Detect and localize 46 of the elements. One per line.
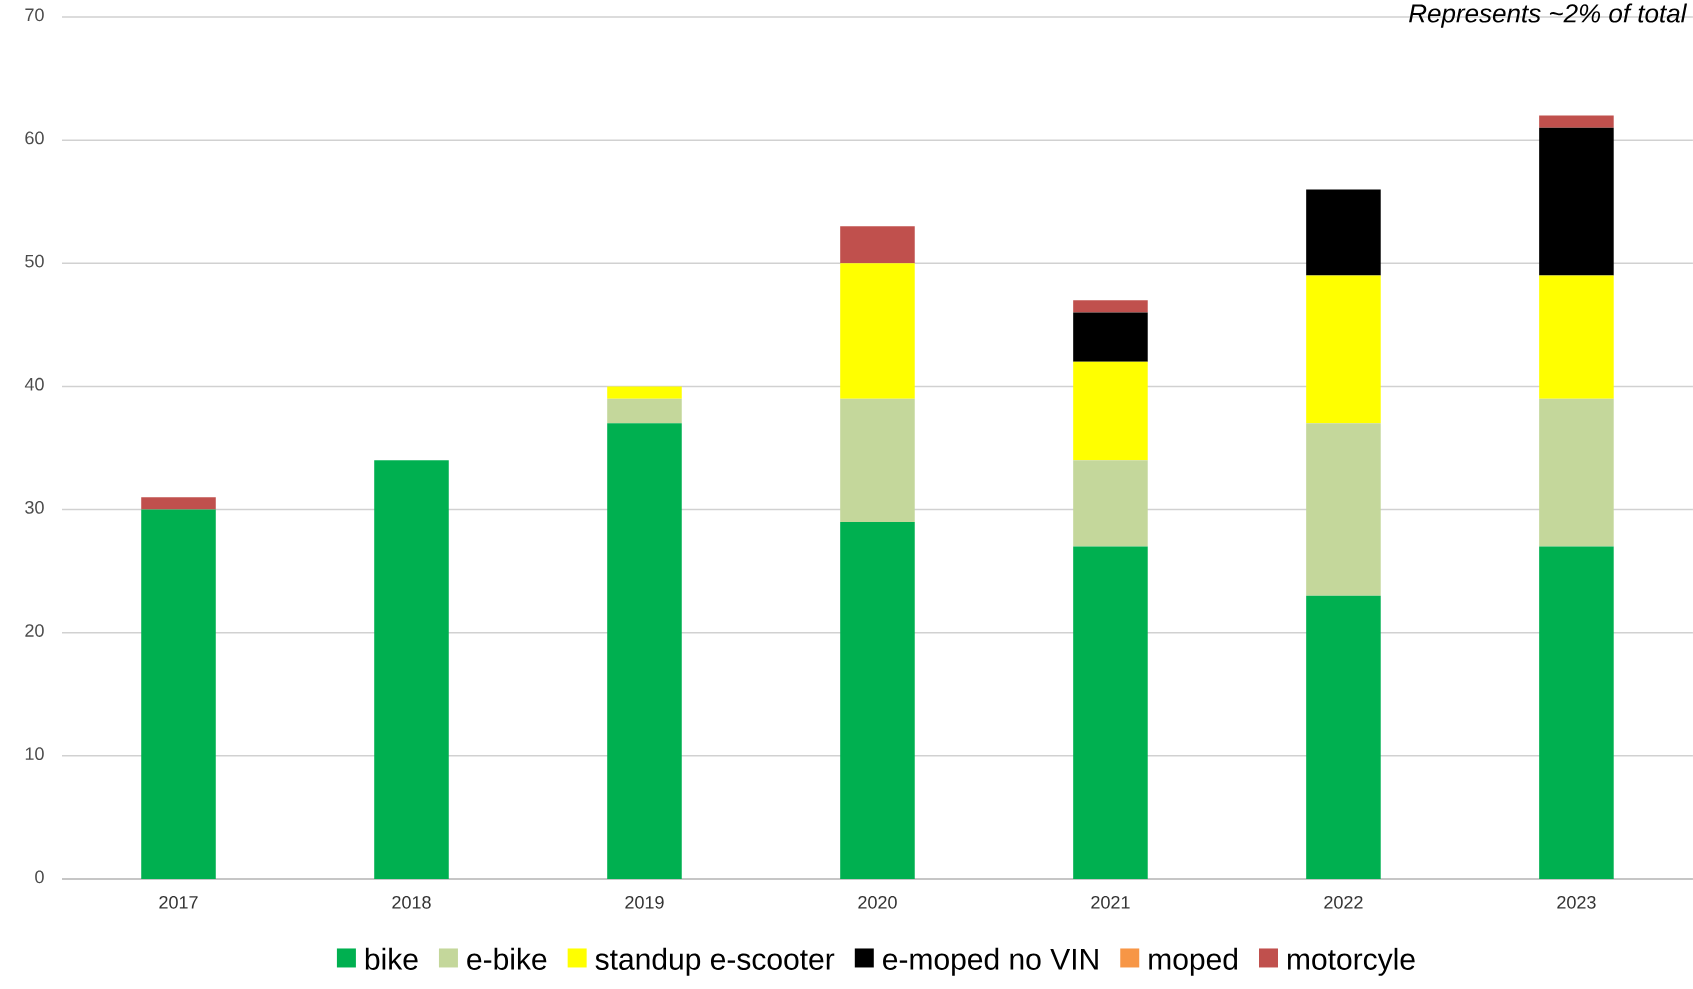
bar bbox=[1073, 300, 1148, 313]
x-tick-label: 2020 bbox=[858, 895, 897, 909]
bar bbox=[1073, 312, 1148, 362]
x-tick-label: 2018 bbox=[392, 895, 431, 909]
bar bbox=[1306, 189, 1381, 276]
legend-label: moped bbox=[1149, 947, 1238, 976]
x-tick-label: 2019 bbox=[625, 895, 664, 909]
y-tick-label: 0 bbox=[35, 870, 44, 884]
x-tick-label: 2023 bbox=[1557, 895, 1596, 909]
bar bbox=[840, 263, 915, 399]
bar bbox=[1539, 275, 1614, 399]
bar bbox=[1539, 398, 1614, 547]
y-tick-label: 20 bbox=[25, 624, 44, 637]
x-tick-label: 2017 bbox=[159, 895, 198, 909]
legend-label: standup e-scooter bbox=[595, 947, 835, 976]
y-tick-label: 10 bbox=[25, 747, 44, 761]
bar bbox=[607, 386, 682, 399]
x-tick-label: 2022 bbox=[1324, 895, 1363, 909]
bar bbox=[1073, 546, 1148, 879]
bar bbox=[1306, 275, 1381, 424]
y-tick-label: 40 bbox=[24, 377, 44, 391]
legend-label: bike bbox=[365, 947, 418, 970]
y-tick-label: 50 bbox=[25, 254, 44, 268]
bar bbox=[840, 521, 915, 879]
bar bbox=[374, 460, 449, 879]
bar bbox=[1539, 115, 1614, 128]
legend-label: e-bike bbox=[467, 947, 547, 970]
bar bbox=[840, 398, 915, 522]
y-tick-label: 70 bbox=[25, 8, 44, 22]
bar bbox=[607, 423, 682, 879]
bar bbox=[141, 497, 216, 510]
legend-label: motorcyle bbox=[1287, 947, 1415, 976]
bar bbox=[1073, 460, 1148, 547]
y-tick-label: 30 bbox=[25, 500, 44, 514]
bar bbox=[1539, 546, 1614, 879]
bar bbox=[1306, 595, 1381, 879]
y-tick-label: 60 bbox=[25, 131, 44, 145]
x-tick-label: 2021 bbox=[1091, 895, 1130, 909]
bar bbox=[607, 398, 682, 424]
bar bbox=[141, 509, 216, 879]
bar bbox=[1073, 361, 1148, 461]
bar bbox=[1539, 127, 1614, 276]
legend-label: e-moped no VIN bbox=[883, 947, 1098, 976]
annotation: Represents ~2% of total bbox=[1409, 3, 1688, 28]
bar bbox=[840, 226, 915, 264]
bar bbox=[1306, 423, 1381, 596]
